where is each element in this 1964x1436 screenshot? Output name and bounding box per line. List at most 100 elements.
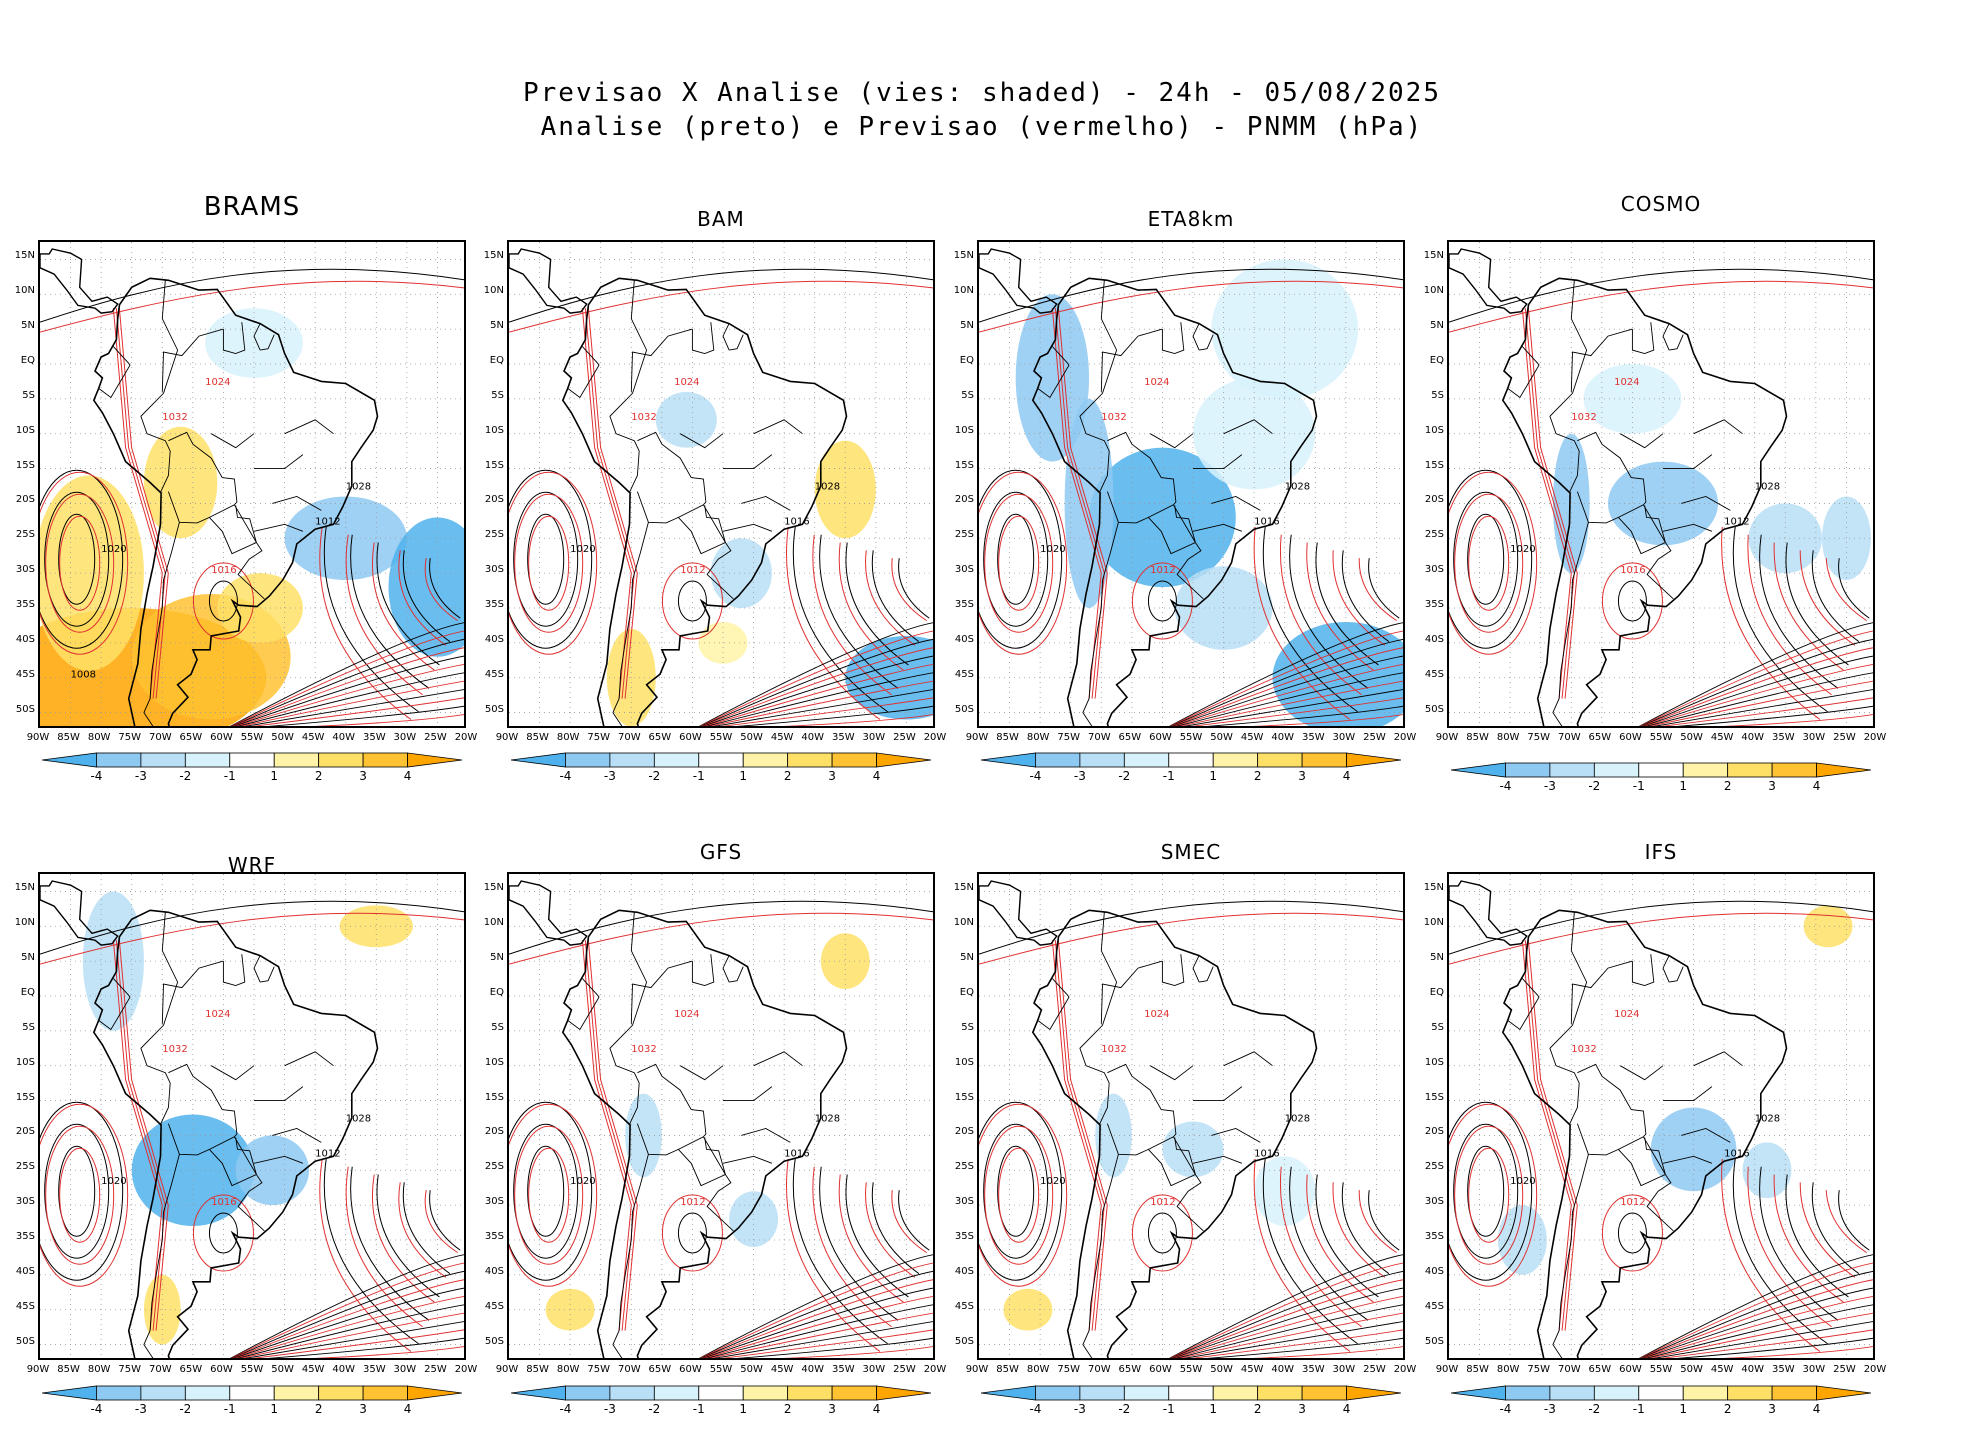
country-border xyxy=(1631,322,1655,354)
lon-label: 55W xyxy=(1179,732,1203,743)
isobar-label: 1024 xyxy=(1614,1009,1639,1020)
analysis-isobar xyxy=(1811,550,1860,642)
forecast-isobar xyxy=(514,493,584,633)
isobar-label: 1016 xyxy=(784,516,809,527)
isobar-label: 1016 xyxy=(784,1148,809,1159)
lat-label: 35S xyxy=(1424,599,1444,610)
lat-label: EQ xyxy=(489,355,504,366)
forecast-isobar xyxy=(838,1174,904,1303)
country-border xyxy=(1619,433,1664,449)
bias-shading xyxy=(388,517,464,657)
colorbar-label: -3 xyxy=(603,1402,616,1416)
isobar-label: 1032 xyxy=(1571,412,1596,423)
colorbar-label: 1 xyxy=(739,1402,748,1416)
analysis-isobar xyxy=(40,1101,124,1281)
lon-label: 25W xyxy=(1833,1364,1856,1375)
colorbar-swatch xyxy=(96,1385,142,1401)
analysis-isobar xyxy=(1341,550,1390,642)
colorbar xyxy=(981,752,1401,768)
forecast-isobar xyxy=(230,630,464,726)
colorbar-swatch xyxy=(511,752,566,768)
colorbar-label: 1 xyxy=(1209,1402,1218,1416)
analysis-isobar xyxy=(429,558,461,619)
forecast-isobar xyxy=(1527,308,1578,699)
colorbar-swatch xyxy=(1212,1385,1259,1401)
forecast-isobar xyxy=(721,697,933,726)
analysis-isobar xyxy=(1183,689,1403,726)
forecast-isobar xyxy=(979,1103,1068,1287)
analysis-isobar xyxy=(208,1212,238,1254)
panel-title: GFS xyxy=(699,840,743,864)
south-america-outline xyxy=(1501,277,1788,726)
lat-label: 15S xyxy=(1424,459,1444,471)
country-border xyxy=(609,912,648,1125)
colorbar-label: 2 xyxy=(783,769,792,783)
forecast-isobar xyxy=(118,308,169,699)
forecast-isobar xyxy=(699,1262,933,1358)
lon-label: 60W xyxy=(1149,1364,1172,1375)
colorbar-label: 4 xyxy=(403,769,412,783)
colorbar-swatch xyxy=(565,1385,611,1401)
analysis-isobar xyxy=(713,1321,933,1358)
lon-label: 55W xyxy=(709,732,733,743)
lat-label: 10S xyxy=(954,1056,974,1068)
country-border xyxy=(729,966,744,983)
analysis-isobar xyxy=(1289,534,1369,689)
lon-label: 55W xyxy=(240,1364,264,1375)
colorbar-swatch xyxy=(1346,752,1401,768)
lat-label: 40S xyxy=(1424,633,1444,645)
lon-label: 65W xyxy=(179,732,203,743)
isobar-label: 1020 xyxy=(101,544,126,555)
panel-title: BAM xyxy=(697,207,745,231)
lon-label: 90W xyxy=(26,732,50,743)
country-border xyxy=(1100,328,1163,392)
colorbar-label: -2 xyxy=(1118,769,1131,783)
lat-label: 50S xyxy=(1424,703,1444,715)
analysis-isobar xyxy=(323,526,419,713)
lon-label: 70W xyxy=(1087,1364,1111,1375)
lon-label: 80W xyxy=(1026,1364,1050,1375)
lat-label: 20S xyxy=(954,494,974,506)
lon-label: 65W xyxy=(1588,1364,1612,1375)
colorbar-swatch xyxy=(981,752,1036,768)
lon-label: 25W xyxy=(424,732,447,743)
colorbar-swatch xyxy=(1035,752,1081,768)
forecast-isobar xyxy=(118,940,169,1331)
central-america-outline xyxy=(509,880,588,946)
map-svg: 1016 1012 1020 1024 1028 1032 xyxy=(979,242,1403,726)
lat-label: 40S xyxy=(15,1265,35,1277)
colorbar-swatch xyxy=(1035,1385,1081,1401)
lat-label: 15S xyxy=(1424,1091,1444,1103)
forecast-isobar xyxy=(979,912,1403,965)
colorbar-label: -4 xyxy=(559,1402,572,1416)
country-border xyxy=(1211,496,1261,511)
country-border xyxy=(98,978,131,1031)
lon-label: 65W xyxy=(648,1364,672,1375)
colorbar-label: -4 xyxy=(1029,769,1042,783)
country-border xyxy=(1669,966,1684,983)
analysis-isobar xyxy=(1169,622,1403,726)
lat-label: 10N xyxy=(14,285,35,297)
lat-label: 10N xyxy=(953,917,974,929)
lon-label: 75W xyxy=(1527,1364,1551,1375)
lat-label: 5N xyxy=(1430,320,1444,332)
lon-label: 40W xyxy=(801,1364,825,1375)
colorbar-label: 2 xyxy=(783,1402,792,1416)
lon-label: 20W xyxy=(1863,732,1887,743)
lat-label: 15S xyxy=(484,1091,504,1103)
analysis-isobar xyxy=(898,1190,930,1251)
forecast-isobar xyxy=(1454,1125,1524,1265)
analysis-isobar xyxy=(677,580,707,622)
analysis-isobar xyxy=(1676,1337,1873,1358)
forecast-isobar xyxy=(1449,280,1873,333)
analysis-isobar xyxy=(1170,1270,1403,1358)
forecast-isobar xyxy=(424,558,459,622)
forecast-isobar xyxy=(1179,680,1403,726)
lon-label: 90W xyxy=(26,1364,50,1375)
lon-label: 35W xyxy=(1771,1364,1795,1375)
forecast-isobar xyxy=(998,1147,1040,1243)
colorbar-swatch xyxy=(653,1385,700,1401)
map-svg: 1012 1016 1020 1024 1028 1032 1008 xyxy=(40,242,464,726)
analysis-isobar xyxy=(1785,542,1849,666)
analysis-isobar xyxy=(997,513,1035,605)
